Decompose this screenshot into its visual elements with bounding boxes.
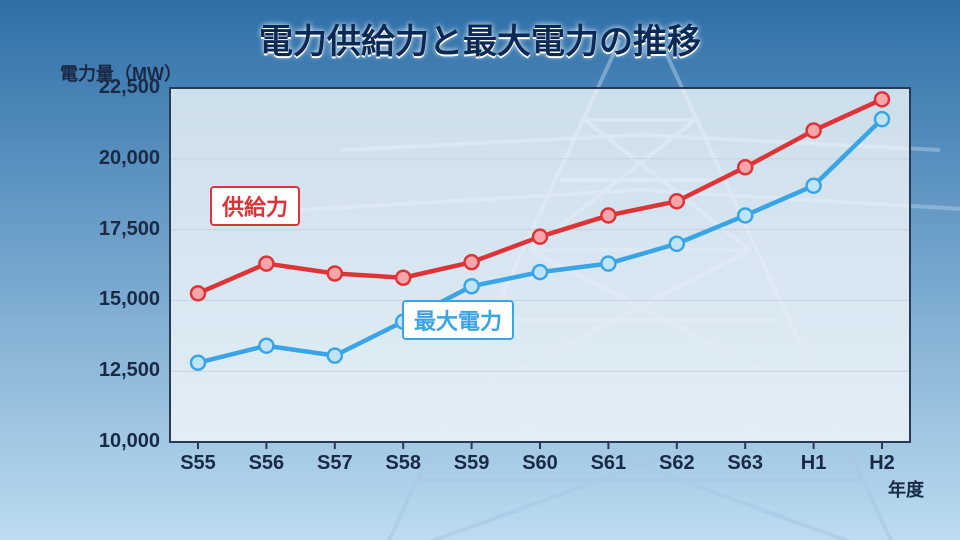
x-axis-title: 年度 [888, 476, 924, 502]
x-tick-label: S57 [307, 452, 363, 475]
legend-supply: 供給力 [210, 186, 300, 226]
y-tick-label: 10,000 [80, 430, 160, 453]
x-tick-label: S59 [444, 452, 500, 475]
chart-stage: 電力供給力と最大電力の推移 電力量（MW）10,00012,50015,0001… [0, 0, 960, 540]
x-tick-label: H2 [854, 452, 910, 475]
y-tick-label: 17,500 [80, 218, 160, 241]
x-tick-label: S62 [649, 452, 705, 475]
y-tick-label: 20,000 [80, 147, 160, 170]
y-tick-label: 12,500 [80, 359, 160, 382]
y-tick-label: 15,000 [80, 288, 160, 311]
legend-max_demand: 最大電力 [402, 300, 514, 340]
x-tick-label: S55 [170, 452, 226, 475]
x-tick-label: S63 [717, 452, 773, 475]
x-tick-label: S56 [238, 452, 294, 475]
x-tick-label: H1 [786, 452, 842, 475]
x-tick-label: S60 [512, 452, 568, 475]
y-tick-label: 22,500 [80, 76, 160, 99]
x-tick-label: S61 [580, 452, 636, 475]
x-tick-label: S58 [375, 452, 431, 475]
